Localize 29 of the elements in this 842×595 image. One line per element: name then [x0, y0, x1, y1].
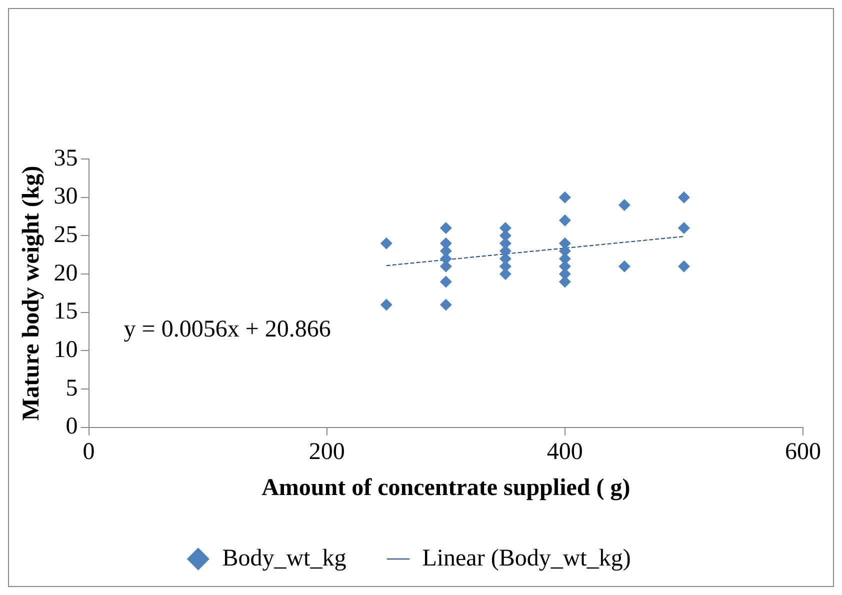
point: [678, 260, 690, 272]
point: [558, 214, 571, 226]
point: [440, 298, 452, 311]
y-tick-label: 25: [54, 222, 78, 248]
y-tick-label: 35: [54, 145, 78, 172]
point: [618, 260, 630, 272]
y-tick-label: 0: [66, 414, 78, 440]
point: [678, 191, 690, 204]
y-tick-label: 15: [54, 298, 78, 325]
x-tick-label: 400: [546, 439, 583, 466]
y-axis-title: Mature body weight (kg): [18, 166, 45, 421]
x-tick-label: 200: [308, 439, 345, 466]
y-tick-label: 10: [54, 337, 78, 364]
point: [440, 222, 452, 234]
legend-label: Body_wt_kg: [222, 545, 346, 572]
point: [380, 237, 392, 250]
x-tick-label: 600: [785, 439, 821, 466]
point: [558, 191, 571, 204]
annotation: y = 0.0056x + 20.866: [124, 316, 331, 342]
point: [380, 298, 392, 311]
point: [618, 199, 630, 212]
y-tick-label: 5: [66, 375, 78, 402]
legend-label: Linear (Body_wt_kg): [422, 545, 631, 572]
x-axis-title: Amount of concentrate supplied ( g): [262, 474, 630, 501]
x-tick-label: 0: [82, 439, 95, 466]
point: [440, 276, 452, 288]
point: [678, 222, 690, 234]
y-tick-label: 20: [54, 260, 78, 286]
y-tick-label: 30: [54, 184, 78, 210]
